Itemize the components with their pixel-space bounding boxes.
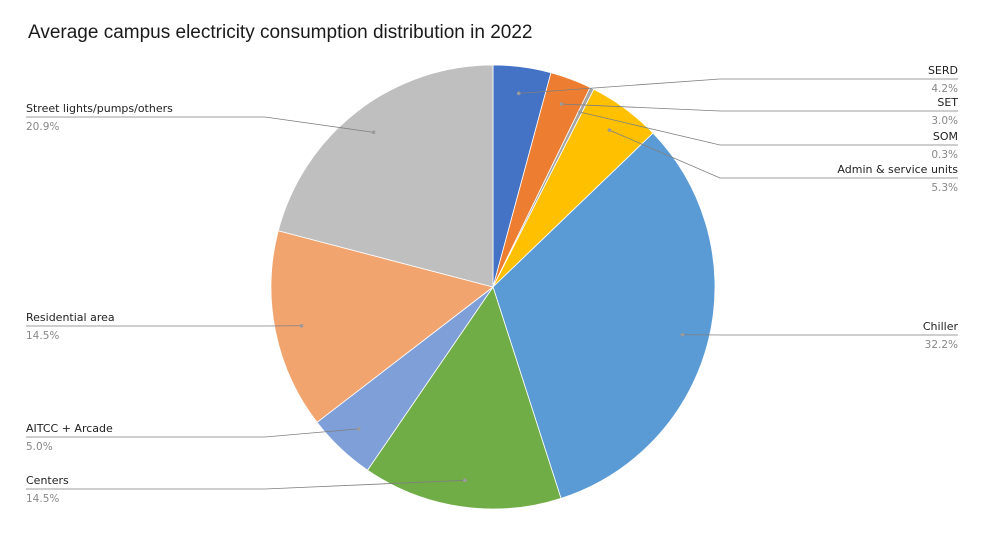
slice-label-set: SET [937, 96, 958, 109]
slice-label-aitcc-arcade: AITCC + Arcade [26, 422, 113, 435]
slice-label-residential-area: Residential area [26, 311, 115, 324]
chart-title: Average campus electricity consumption d… [28, 22, 533, 43]
leader-line-aitcc-arcade [26, 428, 359, 438]
leader-line-serd [518, 78, 958, 94]
leader-line-admin-service-units [609, 129, 958, 179]
slice-value-admin-service-units: 5.3% [931, 182, 958, 194]
leader-dot-set [559, 102, 564, 106]
pie-slice-street-lights-pumps-others [277, 64, 494, 288]
slice-label-admin-service-units: Admin & service units [837, 163, 958, 176]
leader-dot-admin-service-units [607, 128, 612, 132]
leader-dot-chiller [680, 332, 685, 337]
slice-value-residential-area: 14.5% [26, 330, 59, 342]
pie-slice-centers [366, 286, 562, 510]
leader-line-set [561, 103, 958, 112]
slice-label-centers: Centers [26, 474, 69, 487]
slice-value-street-lights-pumps-others: 20.9% [26, 121, 59, 133]
leader-line-centers [26, 479, 465, 490]
slice-value-aitcc-arcade: 5.0% [26, 441, 53, 453]
slice-label-chiller: Chiller [923, 320, 959, 333]
leader-dot-som [578, 110, 582, 114]
pie-slice-chiller [492, 132, 716, 499]
slice-value-centers: 14.5% [26, 493, 59, 505]
leader-dot-serd [516, 91, 521, 96]
leader-dot-street-lights-pumps-others [371, 130, 376, 135]
slice-value-som: 0.3% [931, 149, 958, 161]
leader-dot-aitcc-arcade [356, 427, 361, 431]
slice-value-set: 3.0% [931, 115, 958, 127]
leader-dot-centers [463, 478, 467, 483]
slice-label-street-lights-pumps-others: Street lights/pumps/others [26, 102, 173, 115]
slice-label-serd: SERD [928, 64, 958, 77]
leader-line-som [580, 111, 958, 146]
slice-value-chiller: 32.2% [925, 339, 958, 351]
leader-line-street-lights-pumps-others [26, 116, 374, 133]
pie-slice-residential-area [270, 230, 494, 423]
slice-label-som: SOM [933, 130, 958, 143]
leader-dot-residential-area [299, 323, 304, 328]
slice-value-serd: 4.2% [931, 83, 958, 95]
